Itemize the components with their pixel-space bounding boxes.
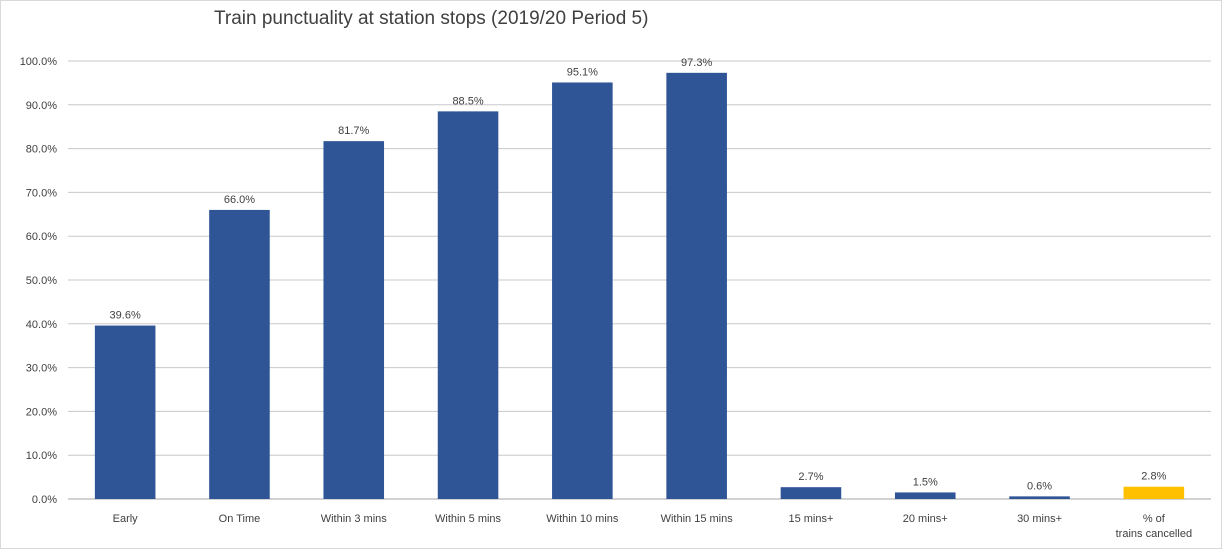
y-tick-label: 40.0% — [26, 319, 57, 331]
y-tick-label: 60.0% — [26, 231, 57, 243]
bar — [94, 325, 156, 499]
data-label: 0.6% — [1027, 480, 1052, 492]
data-label: 97.3% — [681, 57, 712, 69]
data-label: 2.8% — [1141, 471, 1166, 483]
bars — [94, 72, 1185, 500]
y-tick-label: 80.0% — [26, 144, 57, 156]
data-label: 66.0% — [224, 194, 255, 206]
bar — [666, 72, 727, 500]
bar — [1009, 496, 1070, 499]
y-tick-label: 0.0% — [32, 494, 57, 506]
bar — [1123, 486, 1185, 499]
y-tick-label: 90.0% — [26, 100, 57, 112]
data-label: 39.6% — [110, 310, 141, 322]
bar — [323, 141, 385, 500]
x-tick-label: Within 3 mins — [321, 513, 388, 525]
x-tick-label: % of — [1143, 513, 1166, 525]
x-tick-label: On Time — [219, 513, 261, 525]
data-label: 81.7% — [338, 125, 369, 137]
y-tick-label: 30.0% — [26, 363, 57, 375]
data-labels: 39.6% 66.0% 81.7% 88.5% 95.1% 97.3% 2.7% 1.5% 0.… — [110, 57, 1167, 493]
bar — [209, 209, 270, 500]
bar — [894, 492, 956, 499]
bar — [780, 487, 842, 499]
x-tick-label: Early — [113, 513, 139, 525]
bar — [552, 82, 613, 499]
chart-title: Train punctuality at station stops (2019… — [214, 8, 649, 29]
data-label: 2.7% — [798, 471, 823, 483]
y-axis-ticks: 0.0% 10.0% 20.0% 30.0% 40.0% 50.0% 60.0% 70.0% 8… — [20, 56, 58, 506]
x-tick-label: Within 5 mins — [435, 513, 502, 525]
data-label: 1.5% — [913, 476, 938, 488]
x-tick-label: 20 mins+ — [903, 513, 948, 525]
x-tick-label: Within 10 mins — [546, 513, 619, 525]
data-label: 88.5% — [452, 95, 483, 107]
x-axis-ticks: Early On Time Within 3 mins Within 5 mins Wi… — [113, 513, 1192, 540]
bar — [437, 111, 499, 500]
x-tick-label: trains cancelled — [1116, 528, 1192, 540]
y-tick-label: 50.0% — [26, 275, 57, 287]
y-tick-label: 100.0% — [20, 56, 58, 68]
y-tick-label: 10.0% — [26, 450, 57, 462]
y-tick-label: 20.0% — [26, 406, 57, 418]
y-tick-label: 70.0% — [26, 187, 57, 199]
data-label: 95.1% — [567, 66, 598, 78]
x-tick-label: 15 mins+ — [788, 513, 833, 525]
x-tick-label: 30 mins+ — [1017, 513, 1062, 525]
x-tick-label: Within 15 mins — [661, 513, 734, 525]
